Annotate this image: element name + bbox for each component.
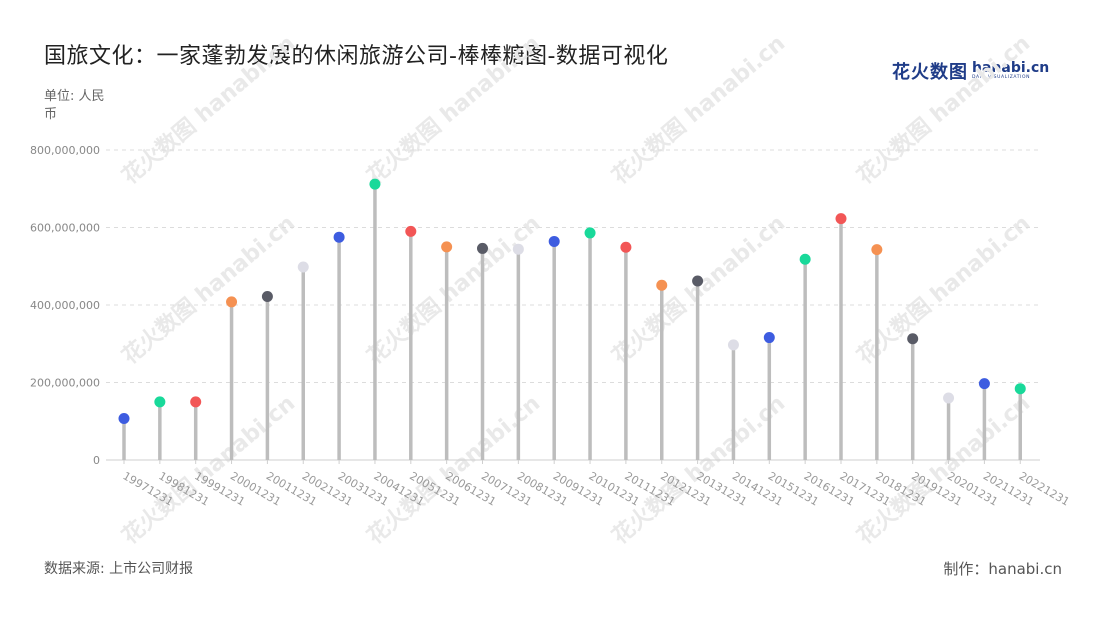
chart-title: 国旅文化：一家蓬勃发展的休闲旅游公司-棒棒糖图-数据可视化	[44, 44, 669, 69]
y-tick-label: 400,000,000	[30, 299, 100, 312]
lollipop-dot	[978, 378, 990, 390]
watermark: 花火数图 hanabi.cn	[362, 30, 545, 189]
lollipop-dot	[871, 244, 883, 256]
logo-en-block: hanabi.cn DATA VISUALIZATION	[972, 61, 1049, 81]
y-tick-label: 600,000,000	[30, 222, 100, 235]
lollipop-dot	[512, 243, 524, 255]
watermark: 花火数图 hanabi.cn	[852, 210, 1035, 369]
y-tick-label: 800,000,000	[30, 144, 100, 157]
lollipop-dot	[548, 235, 560, 247]
lollipop-dot	[799, 253, 811, 265]
lollipop-dot	[584, 227, 596, 239]
y-tick-label: 0	[93, 454, 100, 467]
logo-cn-text: 花火数图	[892, 62, 968, 83]
lollipop-dot	[763, 332, 775, 344]
lollipop-dot	[943, 392, 955, 404]
unit-label: 单位: 人民币	[44, 89, 105, 122]
watermark: 花火数图 hanabi.cn	[607, 30, 790, 189]
lollipop-dot	[154, 396, 166, 408]
lollipop-dot	[1014, 383, 1026, 395]
lollipop-dot	[656, 279, 668, 291]
y-tick-label: 200,000,000	[30, 377, 100, 390]
lollipop-dot	[226, 296, 238, 308]
maker-credit: 制作：hanabi.cn	[943, 560, 1062, 578]
logo-en-text: hanabi.cn	[972, 60, 1050, 77]
lollipop-dot	[835, 213, 847, 225]
brand-logo: 花火数图 hanabi.cn DATA VISUALIZATION	[892, 58, 1049, 84]
lollipop-dot	[333, 231, 345, 243]
lollipop-dot	[477, 242, 488, 254]
lollipop-dot	[727, 339, 739, 351]
lollipop-dot	[118, 413, 130, 425]
lollipop-dot	[907, 333, 919, 345]
lollipop-dot	[261, 290, 273, 302]
logo-sub-text: DATA VISUALIZATION	[972, 75, 1031, 81]
lollipop-dot	[620, 241, 632, 253]
watermark: 花火数图 hanabi.cn	[117, 210, 300, 369]
watermark: 花火数图 hanabi.cn	[852, 30, 1035, 189]
lollipop-dot	[441, 241, 453, 253]
lollipop-dot	[692, 275, 704, 287]
lollipop-dot	[369, 178, 381, 190]
lollipop-dot	[297, 261, 309, 273]
watermark: 花火数图 hanabi.cn	[117, 30, 300, 189]
lollipop-dot	[405, 225, 417, 237]
lollipop-dot	[190, 396, 202, 408]
data-source-note: 数据来源: 上市公司财报	[44, 561, 194, 577]
